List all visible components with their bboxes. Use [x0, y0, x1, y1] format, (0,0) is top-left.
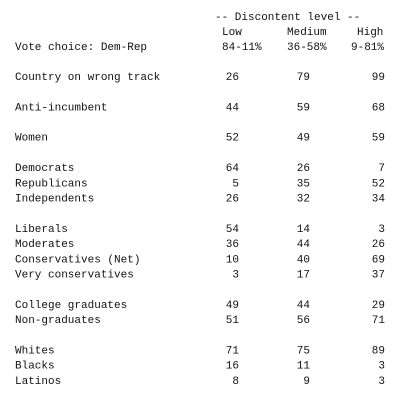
cell-value: 51	[226, 315, 240, 327]
cell-value: 59	[372, 133, 385, 145]
row-label: Liberals	[15, 224, 68, 236]
cell-value: 11	[297, 361, 311, 373]
cell-value: 3	[378, 376, 385, 388]
cell-value: 44	[297, 300, 311, 312]
cell-value: 89	[372, 346, 385, 358]
cell-value: 9	[303, 376, 310, 388]
cell-value: 37	[372, 270, 385, 282]
cell-value: 34	[372, 194, 386, 206]
cell-value: 99	[372, 72, 385, 84]
cell-value: 16	[226, 361, 239, 373]
cell-value: 3	[378, 361, 385, 373]
row-label: Conservatives (Net)	[15, 254, 140, 266]
row-label: Whites	[15, 346, 55, 358]
cell-value: 17	[297, 270, 310, 282]
cell-value: 79	[297, 72, 310, 84]
row-label: Latinos	[15, 376, 61, 388]
cell-value: 26	[372, 239, 385, 251]
cell-value: 68	[372, 102, 385, 114]
cell-value: 26	[297, 163, 310, 175]
cell-value: 69	[372, 254, 385, 266]
cell-value: 44	[297, 239, 311, 251]
cell-value: 10	[226, 254, 239, 266]
cell-value: 59	[297, 102, 310, 114]
cell-value: 52	[226, 133, 239, 145]
cell-value: 29	[372, 300, 385, 312]
column-name: High	[357, 27, 383, 39]
row-label: Country on wrong track	[15, 72, 161, 84]
column-name: Medium	[287, 27, 327, 39]
cell-value: 35	[297, 178, 310, 190]
row-label: Moderates	[15, 239, 74, 251]
cell-value: 7	[378, 163, 385, 175]
row-label: Democrats	[15, 163, 74, 175]
cell-value: 3	[232, 270, 239, 282]
cell-value: 14	[297, 224, 311, 236]
row-label: Women	[15, 133, 48, 145]
cell-value: 71	[372, 315, 386, 327]
cell-value: 71	[226, 346, 240, 358]
row-label: Republicans	[15, 178, 88, 190]
row-header: Vote choice: Dem-Rep	[15, 42, 147, 54]
cell-value: 54	[226, 224, 240, 236]
cell-value: 26	[226, 72, 239, 84]
cell-value: 49	[297, 133, 310, 145]
group-title: -- Discontent level --	[215, 12, 360, 24]
cell-value: 49	[226, 300, 239, 312]
column-range: 84-11%	[222, 42, 262, 54]
column-range: 36-58%	[287, 42, 327, 54]
cell-value: 52	[372, 178, 385, 190]
cell-value: 5	[232, 178, 239, 190]
cell-value: 64	[226, 163, 240, 175]
column-name: Low	[222, 27, 242, 39]
row-label: College graduates	[15, 300, 127, 312]
row-label: Independents	[15, 194, 94, 206]
row-label: Blacks	[15, 361, 55, 373]
cell-value: 32	[297, 194, 310, 206]
cell-value: 8	[232, 376, 239, 388]
cell-value: 75	[297, 346, 310, 358]
cell-value: 56	[297, 315, 310, 327]
column-range: 9-81%	[351, 42, 384, 54]
cell-value: 26	[226, 194, 239, 206]
row-label: Non-graduates	[15, 315, 101, 327]
row-label: Anti-incumbent	[15, 102, 107, 114]
cell-value: 40	[297, 254, 310, 266]
cell-value: 36	[226, 239, 239, 251]
cell-value: 44	[226, 102, 240, 114]
row-label: Very conservatives	[15, 270, 134, 282]
cell-value: 3	[378, 224, 385, 236]
